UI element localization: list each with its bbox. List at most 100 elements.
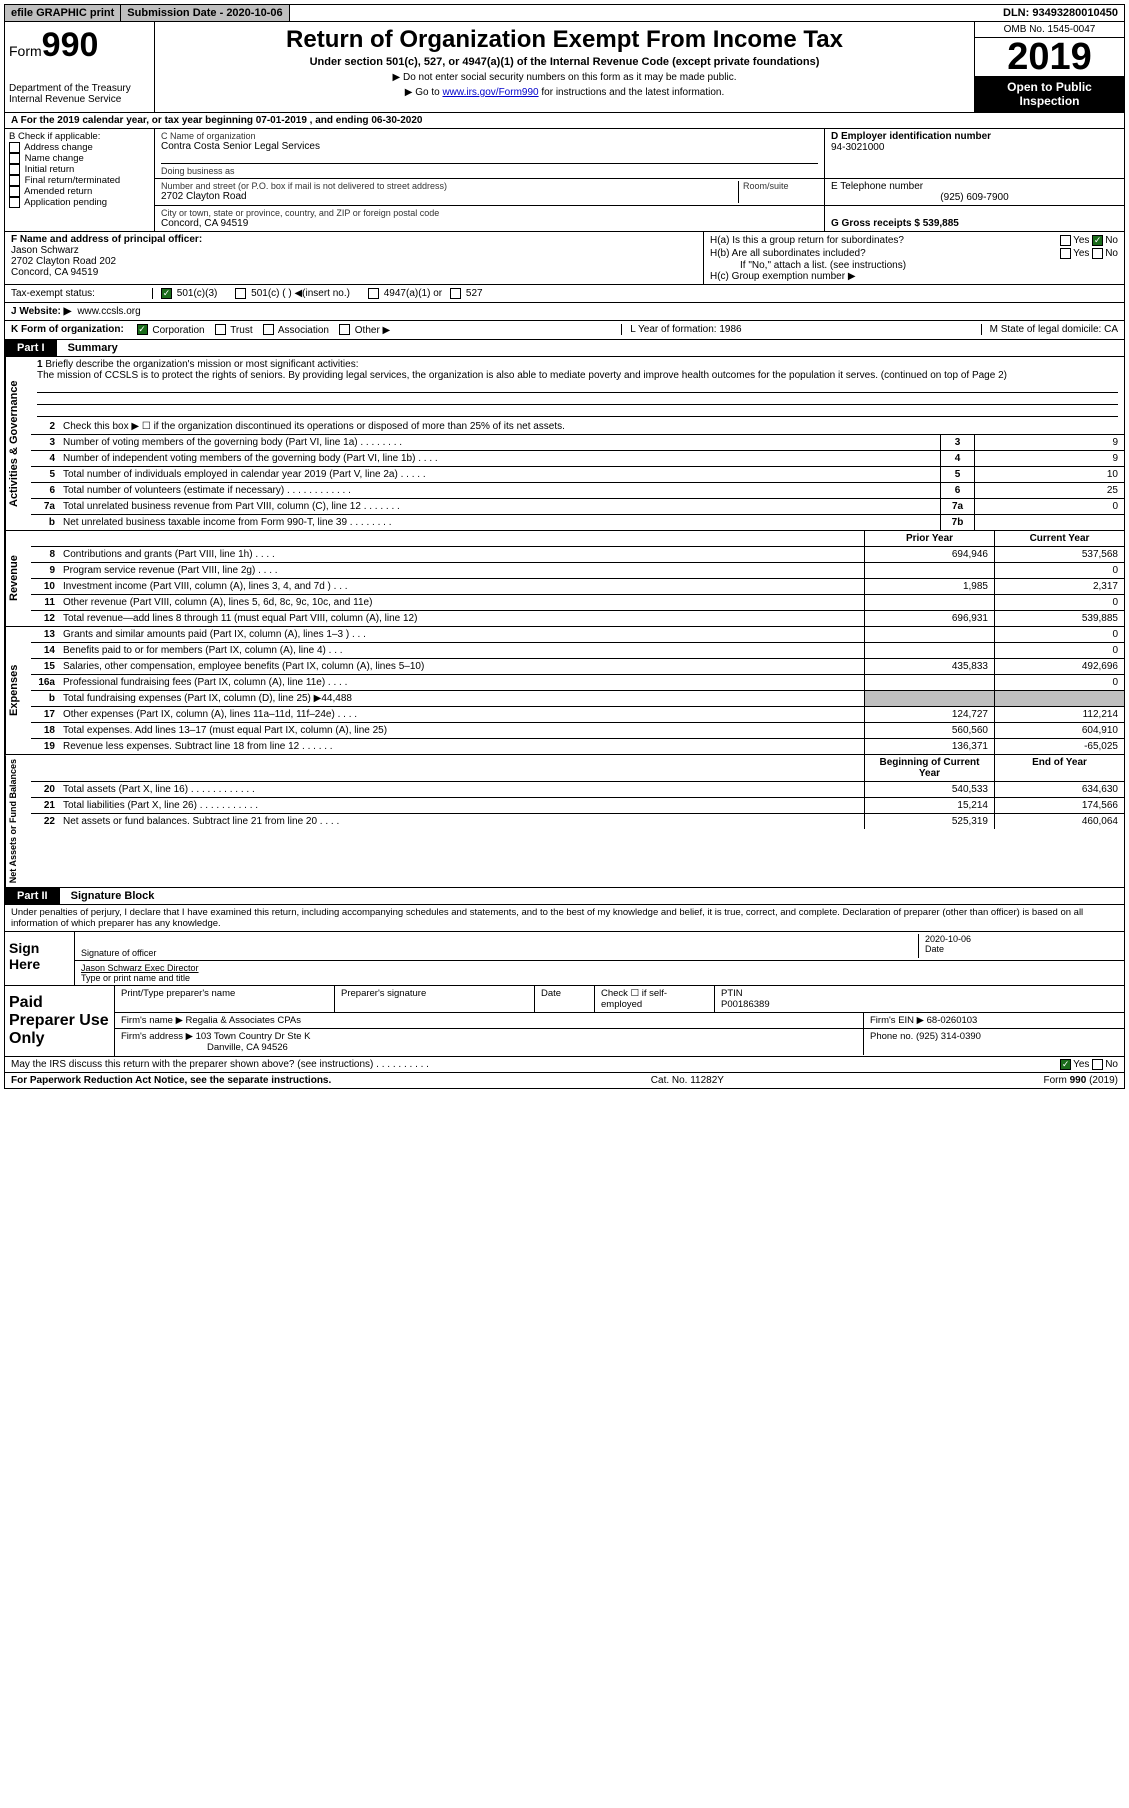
korg-option[interactable]: Corporation [127, 325, 205, 336]
row-box: 6 [940, 483, 974, 498]
column-b-checkboxes: B Check if applicable: Address change Na… [5, 129, 155, 231]
block-fh: F Name and address of principal officer:… [4, 232, 1125, 285]
mission-label: Briefly describe the organization's miss… [45, 359, 358, 370]
discuss-yes-checkbox[interactable] [1060, 1059, 1071, 1070]
firm-addr2: Danville, CA 94526 [121, 1042, 288, 1053]
data-row: 17Other expenses (Part IX, column (A), l… [31, 707, 1124, 723]
governance-row: 5Total number of individuals employed in… [31, 467, 1124, 483]
row-text: Grants and similar amounts paid (Part IX… [59, 627, 864, 642]
form-number: 990 [42, 26, 99, 64]
tax-year: 2019 [975, 38, 1124, 76]
efile-button[interactable]: efile GRAPHIC print [5, 5, 121, 21]
data-row: 22Net assets or fund balances. Subtract … [31, 814, 1124, 829]
gross-receipts: G Gross receipts $ 539,885 [831, 218, 959, 229]
city-label: City or town, state or province, country… [161, 208, 818, 218]
row-box: 3 [940, 435, 974, 450]
col2-value: 634,630 [994, 782, 1124, 797]
group-return-block: H(a) Is this a group return for subordin… [704, 232, 1124, 284]
data-row: 10Investment income (Part VIII, column (… [31, 579, 1124, 595]
governance-row: bNet unrelated business taxable income f… [31, 515, 1124, 530]
col-b-option[interactable]: Address change [9, 142, 150, 153]
hb-no-checkbox[interactable] [1092, 248, 1103, 259]
col1-value [864, 595, 994, 610]
row-num: 9 [31, 563, 59, 578]
column-cd: C Name of organization Contra Costa Seni… [155, 129, 1124, 231]
col-b-option[interactable]: Final return/terminated [9, 175, 150, 186]
col-b-option[interactable]: Name change [9, 153, 150, 164]
col2-value: 492,696 [994, 659, 1124, 674]
expenses-label: Expenses [5, 627, 31, 754]
form-footer-label: Form 990 (2019) [1044, 1075, 1118, 1086]
discuss-no-checkbox[interactable] [1092, 1059, 1103, 1070]
row-value: 10 [974, 467, 1124, 482]
room-label: Room/suite [743, 181, 818, 191]
year-block: OMB No. 1545-0047 2019 Open to Public In… [974, 22, 1124, 112]
korg-option[interactable]: Trust [205, 325, 253, 336]
data-row: 16aProfessional fundraising fees (Part I… [31, 675, 1124, 691]
row-num: b [31, 515, 59, 530]
row-num: 22 [31, 814, 59, 829]
row-text: Benefits paid to or for members (Part IX… [59, 643, 864, 658]
col-b-option[interactable]: Initial return [9, 164, 150, 175]
col1-value: 696,931 [864, 611, 994, 626]
data-row: 18Total expenses. Add lines 13–17 (must … [31, 723, 1124, 739]
row-box: 7a [940, 499, 974, 514]
col2-value: 604,910 [994, 723, 1124, 738]
line-a: A For the 2019 calendar year, or tax yea… [4, 113, 1125, 129]
korg-option[interactable]: Other ▶ [329, 325, 390, 336]
col-b-title: B Check if applicable: [9, 131, 150, 142]
row-num: 3 [31, 435, 59, 450]
governance-row: 7aTotal unrelated business revenue from … [31, 499, 1124, 515]
korg-option[interactable]: Association [253, 325, 329, 336]
row-num: 16a [31, 675, 59, 690]
tax-status-row: Tax-exempt status: 501(c)(3) 501(c) ( ) … [4, 285, 1125, 303]
tax-status-label: Tax-exempt status: [11, 288, 153, 299]
prep-name-header: Print/Type preparer's name [115, 986, 335, 1012]
row-text: Net unrelated business taxable income fr… [59, 515, 940, 530]
part2-header: Part II Signature Block [4, 888, 1125, 905]
data-row: 8Contributions and grants (Part VIII, li… [31, 547, 1124, 563]
prior-year-header: Prior Year [864, 531, 994, 546]
mission-text: The mission of CCSLS is to protect the r… [37, 370, 1007, 381]
row-text: Total number of volunteers (estimate if … [59, 483, 940, 498]
ha-no-checkbox[interactable] [1092, 235, 1103, 246]
row-text: Revenue less expenses. Subtract line 18 … [59, 739, 864, 754]
part2-badge: Part II [5, 888, 60, 904]
501c3-checkbox[interactable] [161, 288, 172, 299]
col2-value: 0 [994, 675, 1124, 690]
year-formation: L Year of formation: 1986 [621, 324, 749, 335]
firm-addr1: 103 Town Country Dr Ste K [196, 1031, 311, 1042]
ptin-value: P00186389 [721, 999, 770, 1010]
korg-label: K Form of organization: [11, 325, 124, 336]
addr-value: 2702 Clayton Road [161, 191, 738, 202]
expenses-section: Expenses 13Grants and similar amounts pa… [4, 627, 1125, 755]
527-checkbox[interactable] [450, 288, 461, 299]
part2-title: Signature Block [63, 890, 155, 902]
row-text: Contributions and grants (Part VIII, lin… [59, 547, 864, 562]
row-box: 4 [940, 451, 974, 466]
ha-yes-checkbox[interactable] [1060, 235, 1071, 246]
state-domicile: M State of legal domicile: CA [981, 324, 1118, 335]
ein-label: D Employer identification number [831, 131, 1118, 142]
irs-link[interactable]: www.irs.gov/Form990 [442, 87, 538, 98]
row-text: Program service revenue (Part VIII, line… [59, 563, 864, 578]
tel-label: E Telephone number [831, 181, 1118, 192]
net-assets-section: Net Assets or Fund Balances Beginning of… [4, 755, 1125, 888]
row-num: 6 [31, 483, 59, 498]
officer-name: Jason Schwarz [11, 245, 697, 256]
501c-checkbox[interactable] [235, 288, 246, 299]
col-b-option[interactable]: Application pending [9, 197, 150, 208]
data-row: 15Salaries, other compensation, employee… [31, 659, 1124, 675]
hb-yes-checkbox[interactable] [1060, 248, 1071, 259]
row-text: Total liabilities (Part X, line 26) . . … [59, 798, 864, 813]
form-header: Form990 Department of the Treasury Inter… [4, 22, 1125, 113]
end-year-header: End of Year [994, 755, 1124, 781]
inspection-badge: Open to Public Inspection [975, 76, 1124, 112]
4947-checkbox[interactable] [368, 288, 379, 299]
row-text: Total unrelated business revenue from Pa… [59, 499, 940, 514]
col-b-option[interactable]: Amended return [9, 186, 150, 197]
submission-date-button[interactable]: Submission Date - 2020-10-06 [121, 5, 289, 21]
sig-date-label: Date [925, 944, 944, 954]
sig-date-value: 2020-10-06 [925, 934, 1118, 944]
part1-badge: Part I [5, 340, 57, 356]
